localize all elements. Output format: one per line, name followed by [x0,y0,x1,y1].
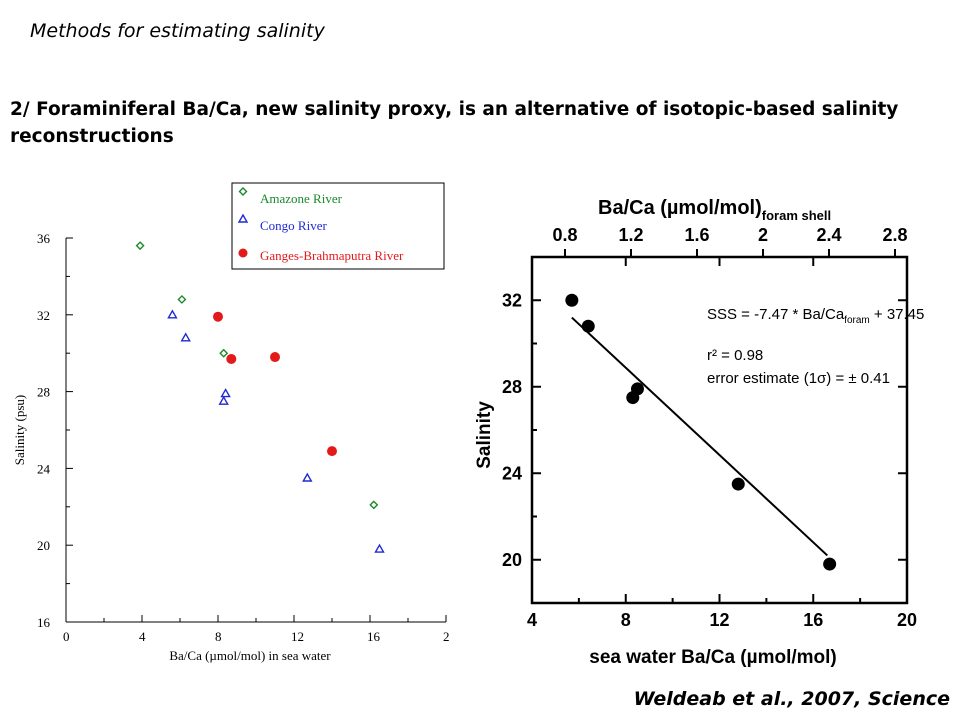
right-top-tick-label: 0.8 [552,225,577,245]
left-legend: Amazone River Congo River Ganges-Brahmap… [231,182,445,270]
left-x-axis-label: Ba/Ca (µmol/mol) in sea water [169,648,331,663]
right-top-tick-label: 2 [758,225,768,245]
right-plot-area: 4 8 12 16 20 20 24 28 32 0.8 1.2 1.6 2 2.4 2.8 [502,225,917,630]
congo-point [180,332,191,342]
fit-line [571,316,828,557]
left-y-tick-label: 36 [37,231,51,246]
right-x-tick-label: 8 [621,610,631,630]
ganges-point [270,352,280,363]
right-x-tick-label: 20 [897,610,917,630]
legend-label-ganges: Ganges-Brahmaputra River [260,248,404,263]
left-x-tick-label: 8 [215,629,222,644]
ganges-point [327,446,337,457]
left-y-axis-label: Salinity (psu) [12,395,27,465]
left-y-tick-label: 20 [37,538,50,553]
legend-label-amazone: Amazone River [260,191,343,206]
right-top-axis-label: Ba/Ca (µmol/mol)foram shell [598,197,831,223]
right-top-tick-label: 1.2 [618,225,643,245]
amazone-point [135,241,145,251]
legend-label-congo: Congo River [260,218,327,233]
citation: Weldeab et al., 2007, Science [633,688,950,710]
congo-point [302,472,313,482]
data-point [731,477,745,491]
ganges-point [213,311,223,322]
slide-heading: 2/ Foraminiferal Ba/Ca, new salinity pro… [10,99,899,147]
left-x-tick-label: 12 [291,629,304,644]
fit-error-estimate: error estimate (1σ) = ± 0.41 [707,370,890,387]
amazone-point [219,348,229,358]
right-scatter-chart: Ba/Ca (µmol/mol)foram shell 4 8 12 16 20 20 24… [474,197,924,668]
right-x-axis-label: sea water Ba/Ca (µmol/mol) [589,647,836,668]
data-point [565,293,579,307]
legend-circle-icon [238,248,248,258]
congo-point [374,543,385,553]
right-x-tick-label: 4 [527,610,537,630]
right-y-tick-label: 32 [502,290,522,310]
left-plot-area: 16 20 24 28 32 36 0 4 8 12 16 2 [37,231,450,644]
left-x-tick-label: 16 [367,629,381,644]
right-top-tick-label: 1.6 [684,225,709,245]
slide-subtitle: Methods for estimating salinity [30,20,325,42]
right-y-tick-label: 20 [502,550,522,570]
left-x-tick-label: 4 [139,629,146,644]
left-y-tick-label: 28 [37,385,50,400]
data-point [823,557,837,571]
fit-equation: SSS = -7.47 * Ba/Caforam + 37.45 [707,306,924,326]
congo-point [220,388,231,398]
right-y-tick-label: 24 [502,463,522,483]
fit-r-squared: r² = 0.98 [707,347,763,364]
data-point [581,319,595,333]
left-x-tick-label: 2 [443,629,450,644]
amazone-point [177,294,187,304]
left-x-tick-label: 0 [63,629,70,644]
right-top-tick-label: 2.4 [816,225,841,245]
data-point [630,382,644,396]
right-x-tick-label: 12 [709,610,729,630]
left-y-tick-label: 32 [37,308,50,323]
congo-point [218,395,229,405]
left-scatter-chart: Amazone River Congo River Ganges-Brahmap… [12,182,450,663]
congo-point [167,309,178,319]
right-y-tick-label: 28 [502,377,522,397]
legend-diamond-icon [238,187,248,196]
left-y-tick-label: 16 [37,615,51,630]
ganges-point [226,353,237,364]
amazone-point [369,500,379,510]
left-legend-box [231,182,445,270]
left-y-tick-label: 24 [37,461,51,476]
legend-triangle-icon [237,213,249,223]
right-x-tick-label: 16 [803,610,823,630]
right-top-tick-label: 2.8 [882,225,907,245]
fit-annotation: SSS = -7.47 * Ba/Caforam + 37.45 r² = 0.… [707,306,924,387]
right-y-axis-label: Salinity [474,401,495,469]
